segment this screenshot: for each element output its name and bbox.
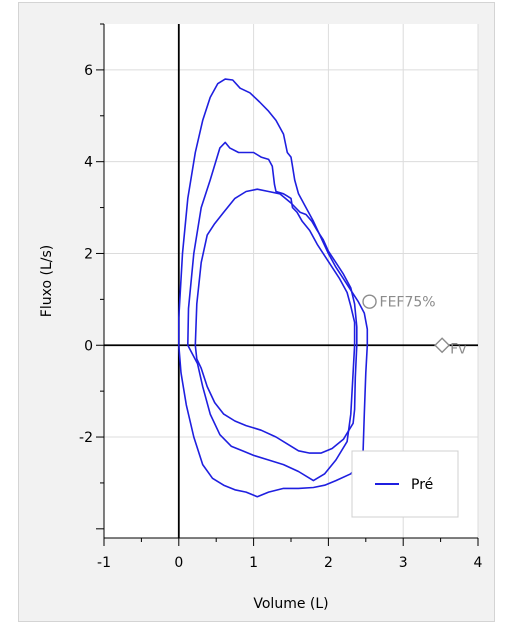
x-tick-label: -1 [97,555,111,571]
x-tick-labels: -1 0 1 2 3 4 [97,555,483,571]
x-tick-label: 2 [324,555,333,571]
x-tick-label: 1 [249,555,258,571]
y-tick-label: -2 [79,430,93,446]
y-tick-labels: -2 0 2 4 6 [79,63,93,446]
fv-label: Fv [450,341,466,357]
legend-entry-pre: Pré [411,477,433,493]
legend[interactable]: Pré [351,450,459,518]
y-tick-label: 2 [84,246,93,262]
fef75-label: FEF75% [380,295,436,311]
fv-marker [434,337,451,354]
flow-volume-curves [178,78,369,498]
grid-lines [103,24,479,538]
fef75-marker [362,294,377,309]
annotations: FEF75% Fv [362,294,466,357]
y-tick-label: 4 [84,155,93,171]
y-tick-label: 6 [84,63,93,79]
y-axis-title: Fluxo (L/s) [39,245,55,317]
x-tick-label: 0 [174,555,183,571]
tick-marks [96,23,479,546]
legend-box [351,450,459,518]
x-tick-label: 3 [399,555,408,571]
flow-volume-loop-2 [187,141,356,482]
flow-volume-loop-1 [178,78,369,498]
x-axis-title: Volume (L) [253,596,328,612]
y-tick-label: 0 [84,338,93,354]
flow-volume-loop-3 [194,188,358,454]
x-tick-label: 4 [474,555,483,571]
